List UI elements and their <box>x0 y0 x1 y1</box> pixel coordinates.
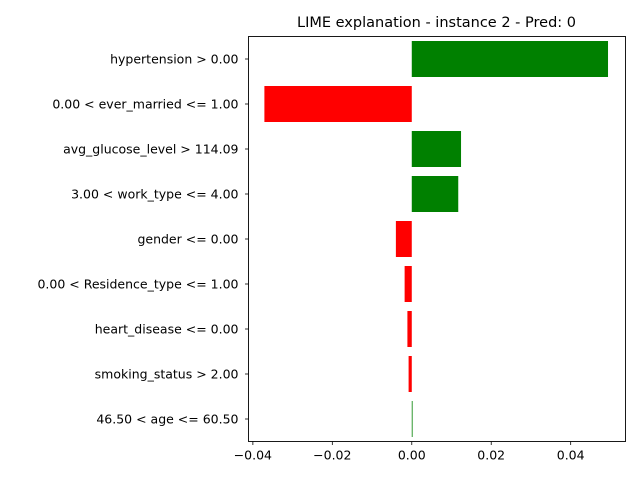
x-axis: −0.04 −0.02 0.00 0.02 0.04 <box>234 441 585 463</box>
y-tick-label: hypertension > 0.00 <box>110 52 238 67</box>
bar <box>395 221 412 257</box>
x-tick-label: 0.02 <box>477 448 505 463</box>
y-tick-label: heart_disease <= 0.00 <box>95 322 239 337</box>
plot-frame <box>248 36 626 442</box>
bar <box>264 86 412 122</box>
y-tick-label: 46.50 < age <= 60.50 <box>96 412 238 427</box>
chart-title: LIME explanation - instance 2 - Pred: 0 <box>297 15 576 31</box>
y-tick-label: 0.00 < Residence_type <= 1.00 <box>37 277 238 292</box>
y-axis: hypertension > 0.00 0.00 < ever_married <… <box>37 52 249 427</box>
x-tick-label: −0.02 <box>313 448 351 463</box>
y-tick-label: gender <= 0.00 <box>137 232 238 247</box>
y-tick-label: smoking_status > 2.00 <box>95 367 239 382</box>
bar <box>407 311 412 347</box>
x-tick-label: 0.04 <box>557 448 585 463</box>
bar <box>408 356 412 392</box>
y-tick-label: 0.00 < ever_married <= 1.00 <box>52 97 238 112</box>
bar <box>411 131 462 167</box>
bar <box>404 266 412 302</box>
bar <box>411 176 459 212</box>
y-tick-label: 3.00 < work_type <= 4.00 <box>71 187 238 202</box>
x-tick-label: −0.04 <box>234 448 272 463</box>
bar-series <box>264 41 609 437</box>
bar <box>411 401 413 437</box>
y-tick-label: avg_glucose_level > 114.09 <box>63 142 238 157</box>
x-tick-label: 0.00 <box>398 448 426 463</box>
bar <box>411 41 609 77</box>
